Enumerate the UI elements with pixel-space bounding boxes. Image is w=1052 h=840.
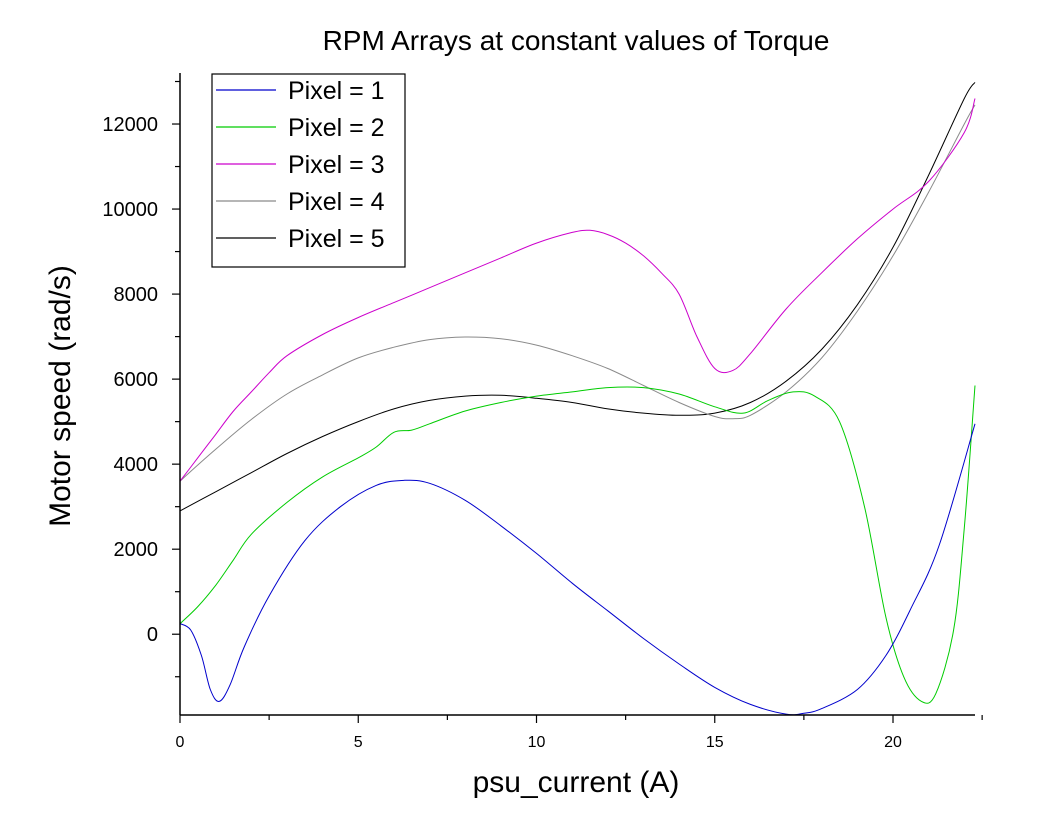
x-tick-label: 5 <box>354 734 363 751</box>
axes: 0 2000 4000 6000 8000 10000 12000 0 5 10 15 20 <box>102 73 983 751</box>
legend: Pixel = 1 Pixel = 2 Pixel = 3 Pixel = 4 Pixe… <box>211 73 406 268</box>
x-tick-label: 10 <box>528 734 546 751</box>
plot-lines <box>179 82 976 716</box>
x-axis-label: psu_current (A) <box>473 766 680 799</box>
y-tick-label: 12000 <box>102 114 158 136</box>
y-tick-label: 8000 <box>114 284 159 306</box>
y-axis-label: Motor speed (rad/s) <box>44 265 77 527</box>
series-line-5 <box>179 82 976 512</box>
legend-entry-2: Pixel = 2 <box>288 114 385 142</box>
y-tick-label: 6000 <box>114 369 159 391</box>
x-tick-label: 0 <box>176 734 185 751</box>
series-line-2 <box>179 385 976 704</box>
legend-entry-4: Pixel = 4 <box>288 188 385 216</box>
chart-title: RPM Arrays at constant values of Torque <box>323 25 830 56</box>
legend-entry-1: Pixel = 1 <box>288 77 385 105</box>
legend-box <box>211 73 406 268</box>
x-tick-label: 20 <box>884 734 902 751</box>
x-tick-label: 15 <box>706 734 724 751</box>
series-line-1 <box>179 423 976 716</box>
y-tick-label: 0 <box>147 624 158 646</box>
y-tick-label: 10000 <box>102 199 158 221</box>
y-tick-label: 2000 <box>114 539 159 561</box>
series-line-3 <box>179 98 976 482</box>
legend-entry-3: Pixel = 3 <box>288 151 385 179</box>
legend-entry-5: Pixel = 5 <box>288 225 385 253</box>
series-line-4 <box>179 104 976 482</box>
y-tick-label: 4000 <box>114 454 159 476</box>
